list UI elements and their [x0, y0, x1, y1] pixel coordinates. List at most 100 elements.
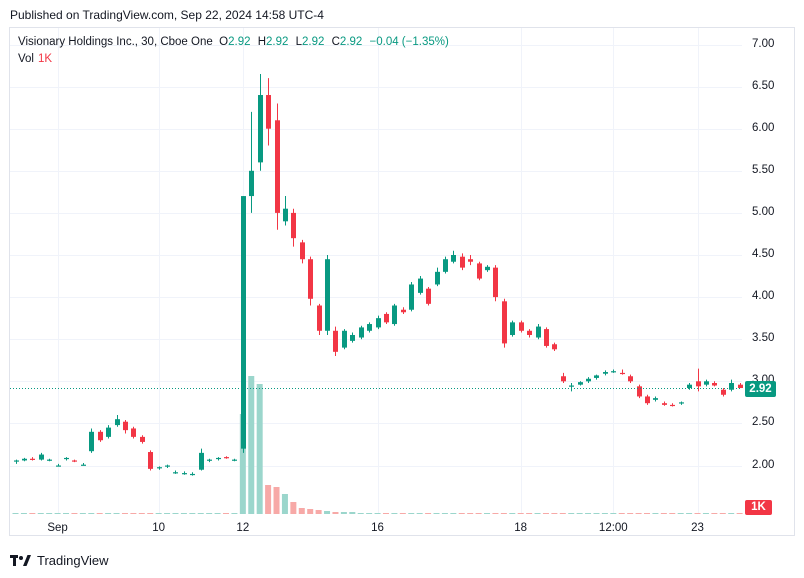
volume-bar [130, 513, 137, 514]
candle-body [224, 457, 229, 459]
candle-body [435, 271, 440, 285]
volume-bar [517, 513, 524, 514]
volume-bars [12, 376, 743, 514]
candle-body [392, 305, 397, 325]
candle-body [409, 284, 414, 310]
volume-bar [256, 384, 263, 514]
chart-legend: Visionary Holdings Inc., 30, Cboe One O2… [18, 36, 449, 48]
volume-bar [113, 513, 120, 514]
volume-bar [197, 513, 204, 514]
volume-bar [214, 513, 221, 514]
candle-body [376, 318, 381, 328]
volume-bar [273, 487, 280, 514]
volume-bar [180, 513, 187, 514]
volume-bar [332, 512, 339, 514]
candle-body [39, 454, 44, 460]
volume-bar [366, 513, 373, 514]
price-tick-label: 6.00 [752, 121, 775, 134]
volume-bar [686, 513, 693, 514]
volume-label: Vol [18, 53, 34, 65]
candle-body [637, 386, 642, 397]
volume-bar [433, 513, 440, 514]
candle-body [216, 457, 221, 460]
tradingview-brand[interactable]: TradingView [10, 553, 109, 568]
legend-high-label: H [257, 36, 267, 48]
candles [14, 73, 743, 476]
time-tick-label: 10 [152, 522, 166, 534]
time-tick-label: 23 [691, 522, 704, 534]
legend-change: −0.04 (−1.35%) [369, 36, 449, 48]
volume-bar [29, 513, 36, 514]
legend-high: 2.92 [266, 36, 289, 48]
candle-body [148, 452, 153, 469]
candle-body [670, 404, 675, 407]
candle-body [115, 419, 120, 426]
volume-bar [711, 513, 718, 514]
volume-bar [416, 513, 423, 514]
candle-body [653, 398, 658, 400]
volume-bar [618, 513, 625, 514]
chart-frame[interactable] [9, 27, 795, 536]
candle-body [738, 384, 743, 389]
candle-body [544, 329, 549, 346]
candle-body [645, 396, 650, 404]
volume-bar [576, 513, 583, 514]
candle-body [586, 378, 591, 382]
candle-body [249, 170, 254, 197]
volume-bar [500, 513, 507, 514]
candle-body [72, 460, 77, 462]
candle-body [519, 322, 524, 331]
volume-bar [231, 513, 238, 514]
volume-bar [559, 513, 566, 514]
volume-bar [441, 513, 448, 514]
tradingview-logo-icon [10, 554, 31, 566]
volume-bar [425, 513, 432, 514]
volume-bar [138, 513, 145, 514]
legend-close-label: C [331, 36, 340, 48]
volume-bar [239, 414, 246, 514]
volume-bar [399, 513, 406, 514]
volume-bar [37, 513, 44, 514]
brand-name: TradingView [37, 553, 109, 568]
volume-bar [88, 513, 95, 514]
volume-tag: 1K [745, 500, 772, 515]
volume-bar [382, 513, 389, 514]
candle-body [165, 465, 170, 467]
candle-body [510, 322, 515, 335]
candle-body [485, 266, 490, 271]
volume-bar [702, 513, 709, 514]
volume-bar [172, 513, 179, 514]
volume-bar [492, 513, 499, 514]
candle-body [620, 372, 625, 375]
candle-body [207, 459, 212, 461]
candle-body [317, 305, 322, 331]
legend-open-label: O [219, 36, 229, 48]
candle-body [22, 458, 27, 461]
volume-bar [391, 513, 398, 514]
volume-bar [164, 513, 171, 514]
volume-bar [475, 513, 482, 514]
volume-bar [248, 376, 255, 514]
candle-body [493, 267, 498, 298]
volume-bar [63, 513, 70, 514]
volume-bar [265, 485, 272, 514]
candle-body [552, 344, 557, 350]
volume-bar [601, 513, 608, 514]
candle-body [266, 95, 271, 129]
candle-body [283, 208, 288, 222]
candle-body [561, 376, 566, 382]
volume-bar [534, 513, 541, 514]
candle-body [325, 259, 330, 331]
candle-body [721, 389, 726, 395]
last-price-tag: 2.92 [745, 381, 776, 397]
volume-bar [526, 513, 533, 514]
candle-body [401, 309, 406, 313]
candle-body [182, 473, 187, 475]
price-tick-label: 2.50 [752, 416, 775, 429]
price-tick-label: 7.00 [752, 37, 775, 50]
candle-body [502, 301, 507, 344]
candle-body [536, 326, 541, 338]
candle-body [98, 431, 103, 441]
volume-bar [694, 513, 701, 514]
